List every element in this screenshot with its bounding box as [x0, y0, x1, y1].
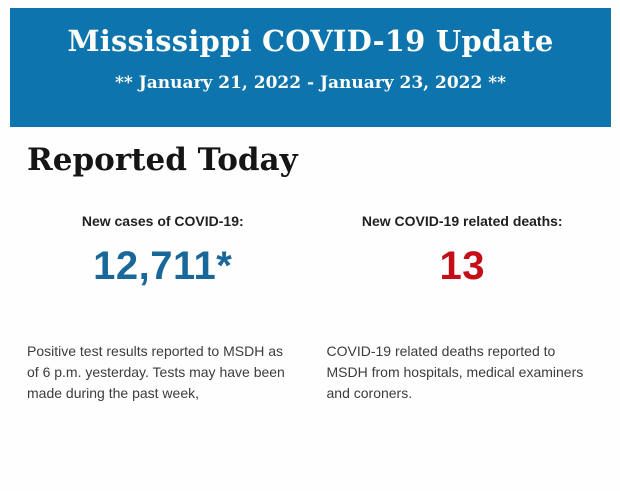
new-cases-description: Positive test results reported to MSDH a…	[27, 343, 285, 402]
page-title: Mississippi COVID-19 Update	[67, 24, 554, 58]
new-deaths-value: 13	[439, 244, 485, 289]
report-body: Reported Today New cases of COVID-19: 12…	[0, 142, 620, 405]
newsletter-page: Mississippi COVID-19 Update ** January 2…	[0, 8, 620, 404]
new-cases-label: New cases of COVID-19:	[81, 212, 244, 229]
new-deaths-label: New COVID-19 related deaths:	[361, 212, 563, 229]
stat-new-cases: New cases of COVID-19: 12,711* Positive …	[27, 213, 299, 405]
section-title: Reported Today	[27, 142, 298, 178]
header-band: Mississippi COVID-19 Update ** January 2…	[10, 8, 611, 127]
new-cases-value: 12,711*	[93, 244, 233, 289]
date-range: ** January 21, 2022 - January 23, 2022 *…	[115, 72, 506, 93]
stat-new-deaths: New COVID-19 related deaths: 13 COVID-19…	[327, 213, 599, 405]
stats-grid: New cases of COVID-19: 12,711* Positive …	[27, 213, 598, 405]
new-deaths-description: COVID-19 related deaths reported to MSDH…	[326, 343, 584, 402]
